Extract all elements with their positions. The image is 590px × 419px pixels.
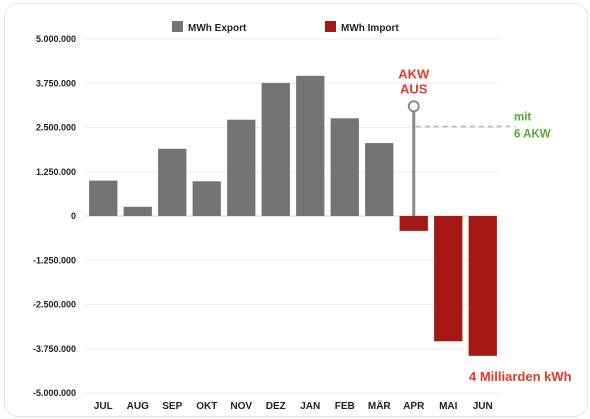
- x-tick-label: OKT: [196, 401, 217, 412]
- y-axis-ticks: 5.000.000 3.750.000 2.500.000 1.250.000 0 -1.…: [33, 34, 76, 398]
- y-tick-label: -3.750.000: [33, 344, 76, 354]
- bar-export-sep: [158, 148, 187, 216]
- bar-export-okt: [192, 181, 221, 216]
- x-tick-label: APR: [403, 401, 425, 412]
- bars: [89, 75, 497, 356]
- legend-label-import: MWh Import: [341, 23, 399, 34]
- bar-export-dez: [261, 82, 290, 217]
- bar-export-aug: [123, 206, 152, 216]
- y-tick-label: 3.750.000: [36, 78, 76, 88]
- x-tick-label: JUN: [473, 401, 493, 412]
- x-tick-label: FEB: [335, 401, 355, 412]
- bar-export-nov: [227, 119, 256, 216]
- x-axis-ticks: JUL AUG SEP OKT NOV DEZ JAN FEB MÄR APR MAI JUN: [94, 399, 493, 412]
- akw-aus-label-line1: AKW: [398, 66, 430, 81]
- mit-6-akw-label-line2: 6 AKW: [514, 129, 551, 141]
- bar-export-feb: [330, 118, 359, 216]
- bar-import-jun: [468, 216, 497, 356]
- bar-import-mai: [434, 216, 463, 342]
- legend-swatch-export: [172, 21, 183, 32]
- milliarden-kwh-label: 4 Milliarden kWh: [469, 369, 572, 384]
- akw-aus-label-line2: AUS: [400, 81, 428, 96]
- x-tick-label: JAN: [300, 401, 320, 412]
- x-tick-label: DEZ: [266, 401, 286, 412]
- y-tick-label: 1.250.000: [36, 167, 76, 177]
- bar-export-jan: [296, 75, 325, 216]
- legend: MWh Export MWh Import: [172, 21, 399, 34]
- akw-aus-marker-dot: [407, 100, 420, 113]
- legend-label-export: MWh Export: [188, 23, 247, 34]
- x-tick-label: SEP: [162, 401, 182, 412]
- x-tick-label: MAI: [439, 401, 458, 412]
- x-tick-label: JUL: [94, 401, 113, 412]
- mit-6-akw-label-line1: mit: [514, 112, 531, 124]
- annotations: AKW AUS mit 6 AKW 4 Milliarden kWh: [398, 66, 571, 384]
- x-tick-label: NOV: [230, 401, 252, 412]
- y-tick-label: -5.000.000: [33, 388, 76, 398]
- y-tick-label: 2.500.000: [36, 123, 76, 133]
- bar-export-jul: [89, 180, 118, 216]
- legend-swatch-import: [325, 21, 336, 32]
- grid: [86, 38, 500, 394]
- y-tick-label: 5.000.000: [36, 34, 76, 44]
- x-tick-label: AUG: [127, 401, 149, 412]
- bar-import-apr: [399, 216, 428, 231]
- x-tick-label: MÄR: [368, 399, 392, 412]
- y-tick-label: -1.250.000: [33, 255, 76, 265]
- bar-export-mär: [365, 143, 394, 216]
- y-tick-label: -2.500.000: [33, 300, 76, 310]
- y-tick-label: 0: [71, 211, 76, 221]
